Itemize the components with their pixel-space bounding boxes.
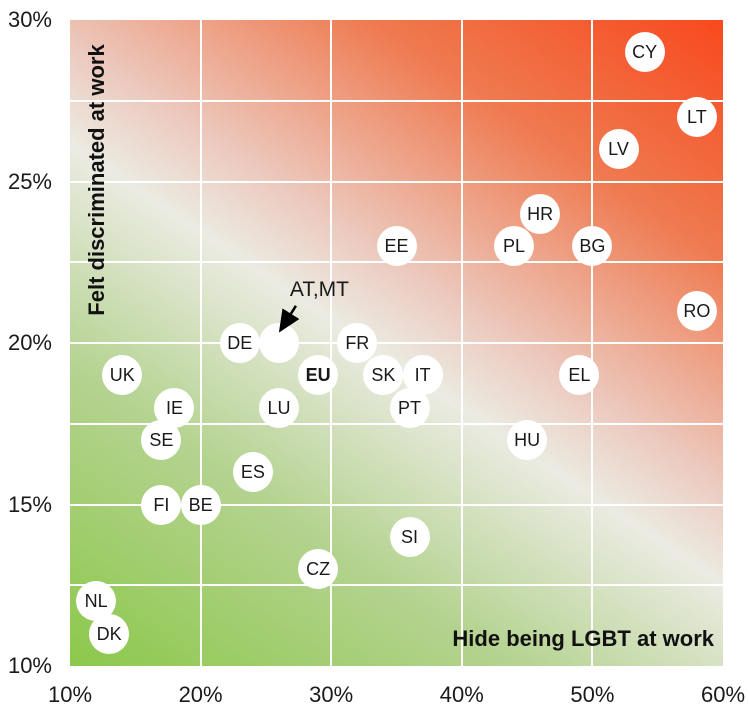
data-point-el: EL [559,355,600,396]
data-point-pt: PT [389,387,430,428]
x-tick-40: 40% [439,682,484,707]
gridline-horizontal [70,99,723,102]
data-point-pl: PL [494,226,535,267]
data-point-eu: EU [298,355,339,396]
data-point-hu: HU [507,419,548,460]
data-point-hr: HR [520,193,561,234]
gridline-horizontal [70,342,723,344]
data-point-lu: LU [258,387,299,428]
data-point-be: BE [180,484,221,525]
callout-label: AT,MT [289,277,349,301]
y-tick-15: 15% [7,491,52,517]
gridline-horizontal [70,422,723,425]
y-tick-20: 20% [7,330,52,355]
gridline-horizontal [70,503,723,506]
x-tick-20: 20% [178,682,223,707]
data-point-de: DE [219,323,260,363]
data-point-cz: CZ [298,549,339,590]
plot-area: CY LT LV HR PL BG EE RO DE FR UK EU SK IT EL IE LU PT SE HU… [70,20,723,666]
data-point-lv: LV [598,129,639,170]
y-tick-10: 10% [7,653,52,678]
x-axis-title: Hide being LGBT at work [452,626,714,651]
data-point-fi: FI [141,484,182,525]
data-point-nl: NL [76,581,117,622]
data-point-sk: SK [363,355,404,396]
data-point-cy: CY [624,32,665,73]
data-point-ie: IE [154,387,195,428]
data-point-se: SE [141,419,182,460]
x-tick-50: 50% [570,682,615,707]
data-point-si: SI [389,516,430,557]
data-point-ro: RO [676,290,717,331]
y-tick-25: 25% [7,168,52,194]
x-tick-60: 60% [700,682,746,707]
gridline-horizontal [70,180,723,183]
gridline-horizontal [70,584,723,587]
data-point-ee: EE [376,226,417,267]
y-tick-30: 30% [7,7,52,32]
data-point-uk: UK [102,355,143,396]
data-point-at-mt [258,323,299,363]
x-tick-10: 10% [47,682,93,707]
data-point-lt: LT [676,96,717,137]
data-point-es: ES [232,452,273,493]
data-point-fr: FR [337,323,378,363]
data-point-bg: BG [572,226,613,267]
data-point-dk: DK [89,613,130,654]
y-axis-title: Felt discriminated at work [84,44,109,316]
x-tick-30: 30% [309,682,354,707]
